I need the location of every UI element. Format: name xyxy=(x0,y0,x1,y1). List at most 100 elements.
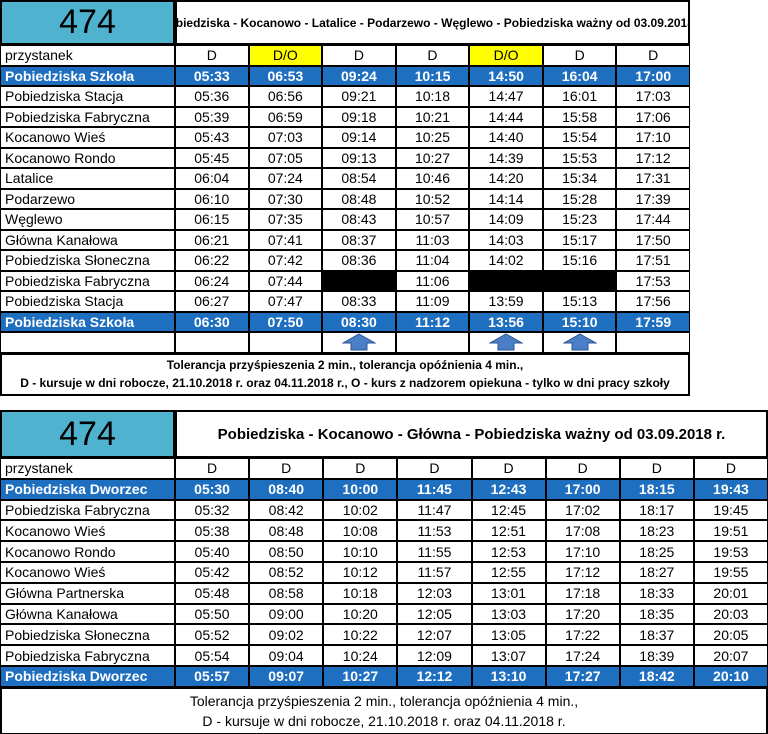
departure-time: 06:56 xyxy=(248,86,323,107)
departure-time: 08:30 xyxy=(322,311,396,332)
departure-time: 10:18 xyxy=(323,582,398,604)
stop-name: Pobiedziska Stacja xyxy=(0,291,175,312)
departure-time: 11:04 xyxy=(395,250,470,271)
course-type: D xyxy=(545,458,620,479)
departure-time: 05:39 xyxy=(175,106,249,127)
departure-time: 06:53 xyxy=(248,65,323,86)
empty-cell xyxy=(0,332,175,353)
departure-time: 05:57 xyxy=(175,666,250,687)
departure-time: 07:35 xyxy=(248,209,323,230)
departure-time: 11:57 xyxy=(397,562,472,583)
departure-time: 18:42 xyxy=(619,666,694,687)
departure-time: 08:42 xyxy=(249,499,324,521)
course-type: D xyxy=(175,45,249,66)
departure-time: 09:00 xyxy=(249,603,324,625)
course-type: D xyxy=(616,45,690,66)
departure-time: 10:00 xyxy=(323,478,398,500)
departure-time: 07:47 xyxy=(248,291,323,312)
departure-time: 14:09 xyxy=(469,209,543,230)
departure-time: 10:27 xyxy=(395,147,470,168)
departure-time: 07:41 xyxy=(248,229,323,250)
stop-name: Kocanowo Wieś xyxy=(0,127,175,148)
departure-time: 19:43 xyxy=(693,478,768,500)
departure-time: 15:17 xyxy=(542,229,617,250)
course-type: D xyxy=(693,458,768,479)
departure-time: 14:02 xyxy=(469,250,543,271)
course-type: D/O xyxy=(469,45,543,66)
departure-time: 12:55 xyxy=(471,562,546,583)
departure-time: 15:23 xyxy=(542,209,617,230)
stop-name: Węglewo xyxy=(0,209,175,230)
departure-time: 08:54 xyxy=(322,168,396,189)
departure-time: 14:14 xyxy=(469,188,543,209)
departure-time: 10:24 xyxy=(323,645,398,666)
departure-time: 13:03 xyxy=(471,603,546,625)
course-type: D xyxy=(323,458,398,479)
stop-name: Pobiedziska Fabryczna xyxy=(0,645,175,666)
departure-time: 17:10 xyxy=(545,541,620,562)
departure-time: 18:27 xyxy=(619,562,694,583)
note-line: Tolerancja przyśpieszenia 2 min., tolera… xyxy=(189,692,579,709)
departure-time: 14:20 xyxy=(469,168,543,189)
departure-time: 09:18 xyxy=(322,106,396,127)
departure-time: 17:00 xyxy=(545,478,620,500)
departure-time: 20:07 xyxy=(693,645,768,666)
departure-time xyxy=(469,270,543,291)
departure-time: 05:43 xyxy=(175,127,249,148)
course-type: D xyxy=(619,458,694,479)
departure-time: 09:24 xyxy=(322,65,396,86)
departure-time: 12:03 xyxy=(397,582,472,604)
departure-time: 17:06 xyxy=(616,106,690,127)
departure-time: 07:44 xyxy=(248,270,323,291)
departure-time: 15:16 xyxy=(542,250,617,271)
stop-name: Pobiedziska Słoneczna xyxy=(0,250,175,271)
departure-time: 17:39 xyxy=(616,188,690,209)
empty-cell xyxy=(395,332,470,353)
note-line: Tolerancja przyśpieszenia 2 min., tolera… xyxy=(166,358,524,372)
departure-time: 05:48 xyxy=(175,582,250,604)
departure-time: 15:28 xyxy=(542,188,617,209)
departure-time: 05:30 xyxy=(175,478,250,500)
stop-name: Kocanowo Wieś xyxy=(0,520,175,542)
departure-time: 14:47 xyxy=(469,86,543,107)
departure-time: 09:14 xyxy=(322,127,396,148)
departure-time: 17:51 xyxy=(616,250,690,271)
departure-time: 10:22 xyxy=(323,624,398,646)
stop-name: Kocanowo Rondo xyxy=(0,147,175,168)
departure-time: 07:50 xyxy=(248,311,323,332)
departure-time: 17:02 xyxy=(545,499,620,521)
departure-time: 08:52 xyxy=(249,562,324,583)
departure-time: 10:15 xyxy=(395,65,470,86)
departure-time: 19:51 xyxy=(693,520,768,542)
departure-time: 08:37 xyxy=(322,229,396,250)
departure-time: 13:05 xyxy=(471,624,546,646)
departure-time: 13:56 xyxy=(469,311,543,332)
departure-time: 10:10 xyxy=(323,541,398,562)
header-label: przystanek xyxy=(0,458,175,479)
departure-time: 17:56 xyxy=(616,291,690,312)
departure-time: 17:44 xyxy=(616,209,690,230)
departure-time: 19:53 xyxy=(693,541,768,562)
departure-time: 05:52 xyxy=(175,624,250,646)
departure-time: 07:05 xyxy=(248,147,323,168)
course-type: D xyxy=(397,458,472,479)
departure-time: 17:12 xyxy=(616,147,690,168)
course-type: D xyxy=(395,45,470,66)
departure-time: 17:18 xyxy=(545,582,620,604)
departure-time: 17:12 xyxy=(545,562,620,583)
departure-time: 06:22 xyxy=(175,250,249,271)
departure-time: 10:12 xyxy=(323,562,398,583)
notes: Tolerancja przyśpieszenia 2 min., tolera… xyxy=(0,686,768,734)
header-label: przystanek xyxy=(0,45,175,66)
departure-time: 15:34 xyxy=(542,168,617,189)
empty-cell xyxy=(469,332,543,353)
departure-time: 05:50 xyxy=(175,603,250,625)
departure-time: 09:21 xyxy=(322,86,396,107)
departure-time: 06:59 xyxy=(248,106,323,127)
departure-time: 18:35 xyxy=(619,603,694,625)
departure-time: 11:06 xyxy=(395,270,470,291)
departure-time: 08:58 xyxy=(249,582,324,604)
arrow-icon xyxy=(489,333,524,351)
departure-time: 11:53 xyxy=(397,520,472,542)
